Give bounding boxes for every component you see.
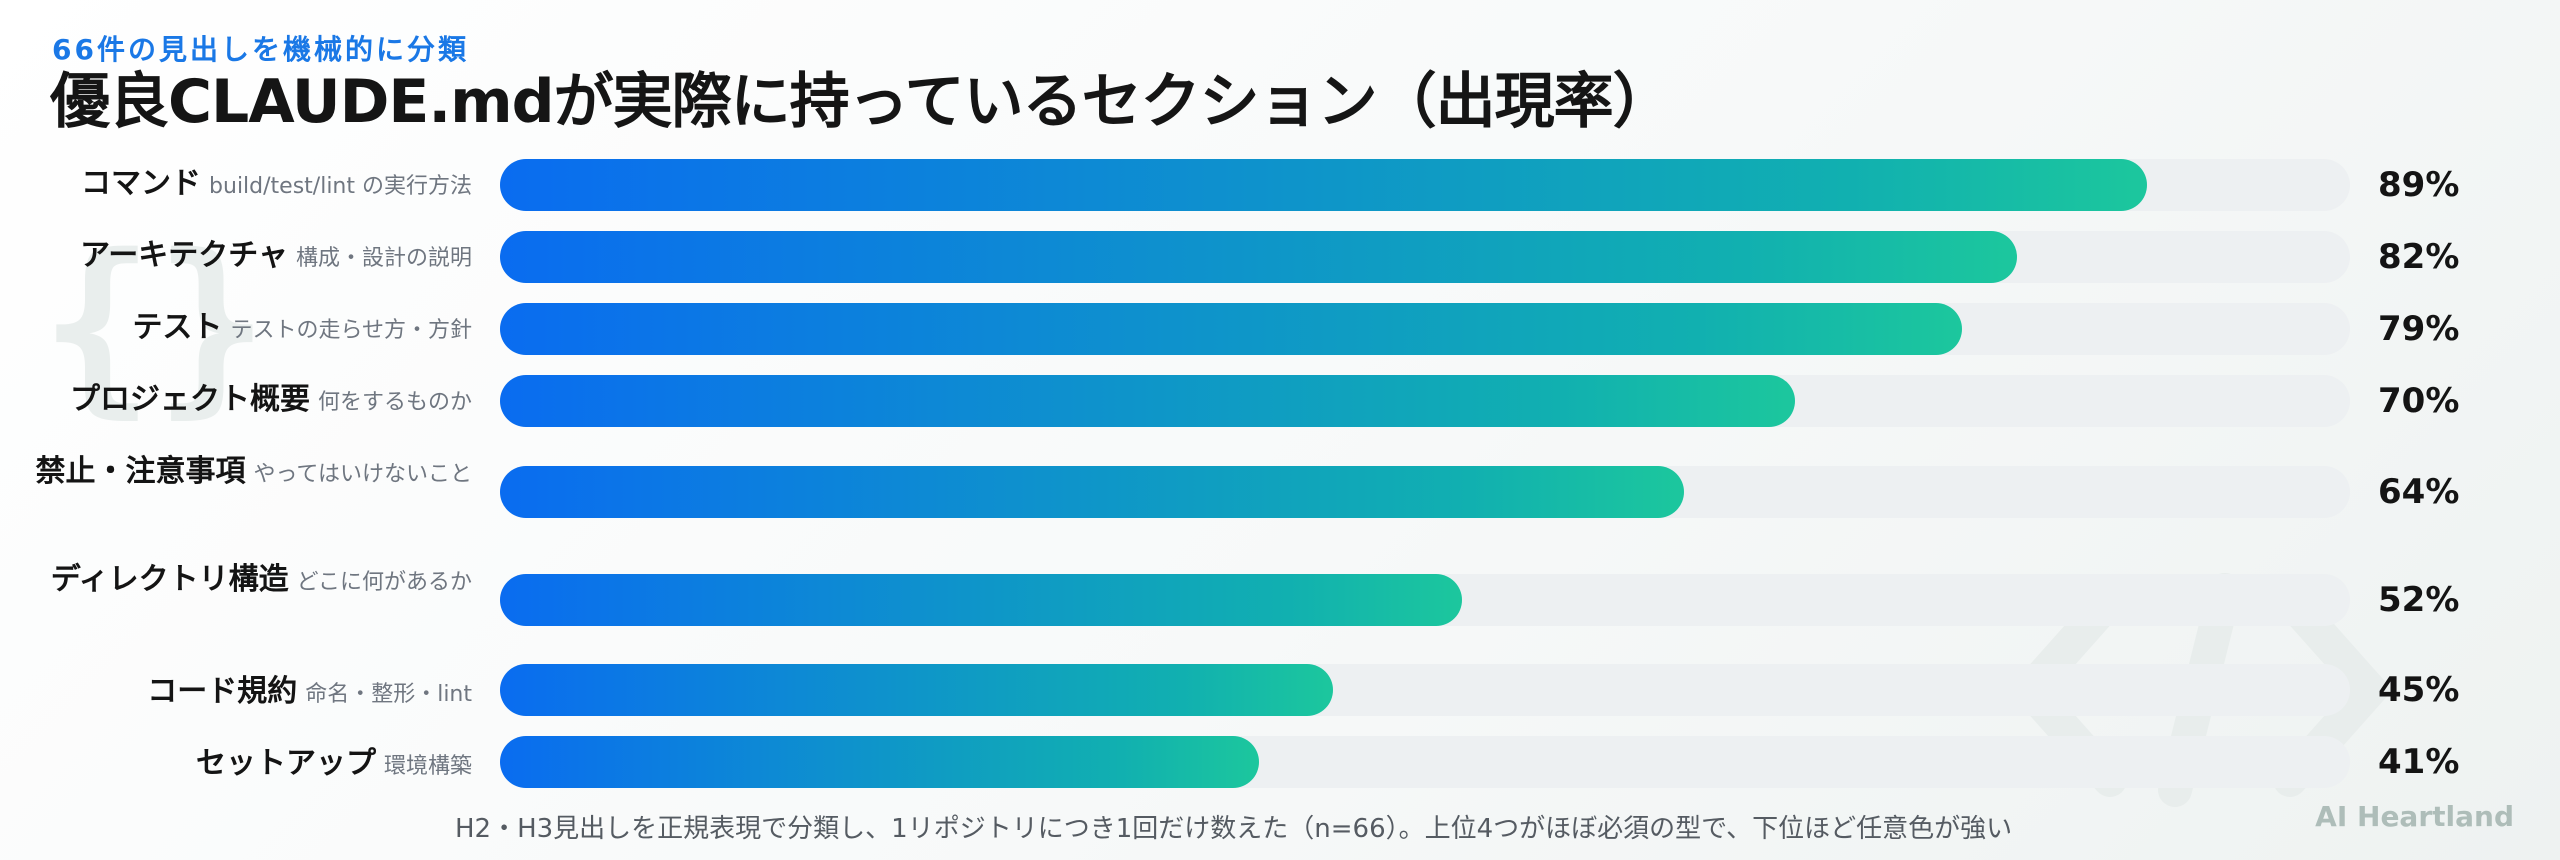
bar — [500, 159, 2147, 211]
category-name: テスト — [132, 310, 223, 345]
bar-track — [500, 159, 2350, 211]
category-label: ディレクトリ構造 どこに何があるか — [32, 558, 472, 606]
category-description: 命名・整形・lint — [305, 682, 472, 707]
data-label: 82% — [2378, 237, 2460, 277]
brand-logo: AI Heartland — [2315, 800, 2514, 833]
category-name: コマンド — [81, 166, 202, 201]
category-label: コード規約 命名・整形・lint — [32, 670, 472, 718]
data-label: 70% — [2378, 381, 2460, 421]
category-label: 禁止・注意事項 やってはいけないこと — [32, 450, 472, 498]
data-label: 41% — [2378, 742, 2460, 782]
category-description: build/test/lint の実行方法 — [209, 174, 472, 199]
bar — [500, 375, 1795, 427]
category-label: テスト テストの走らせ方・方針 — [32, 306, 472, 354]
category-description: どこに何があるか — [296, 570, 472, 595]
category-description: テストの走らせ方・方針 — [230, 318, 472, 343]
bar — [500, 664, 1333, 716]
bar — [500, 574, 1462, 626]
data-label: 52% — [2378, 580, 2460, 620]
category-name: コード規約 — [147, 674, 298, 709]
category-name: プロジェクト概要 — [69, 382, 310, 417]
bar-track — [500, 375, 2350, 427]
category-name: ディレクトリ構造 — [50, 562, 289, 597]
category-name: アーキテクチャ — [80, 238, 288, 273]
category-description: やってはいけないこと — [253, 462, 472, 487]
bar-track — [500, 303, 2350, 355]
bar-track — [500, 574, 2350, 626]
category-label: アーキテクチャ 構成・設計の説明 — [32, 234, 472, 282]
bar — [500, 231, 2017, 283]
category-description: 構成・設計の説明 — [295, 246, 472, 271]
category-label: プロジェクト概要 何をするものか — [32, 378, 472, 426]
footnote: H2・H3見出しを正規表現で分類し、1リポジトリにつき1回だけ数えた（n=66）… — [455, 814, 2013, 844]
bar-track — [500, 736, 2350, 788]
bar — [500, 303, 1962, 355]
category-label: セットアップ 環境構築 — [32, 742, 472, 790]
bar — [500, 466, 1684, 518]
bar — [500, 736, 1259, 788]
category-description: 環境構築 — [383, 754, 472, 779]
category-label: コマンド build/test/lint の実行方法 — [32, 162, 472, 210]
chart-title: 優良CLAUDE.mdが実際に持っているセクション（出現率） — [50, 67, 1673, 137]
bar-track — [500, 231, 2350, 283]
data-label: 45% — [2378, 670, 2460, 710]
data-label: 89% — [2378, 165, 2460, 205]
bar-track — [500, 466, 2350, 518]
bar-track — [500, 664, 2350, 716]
category-name: セットアップ — [195, 746, 376, 781]
category-name: 禁止・注意事項 — [35, 454, 246, 489]
data-label: 79% — [2378, 309, 2460, 349]
kicker-text: 66件の見出しを機械的に分類 — [52, 33, 469, 66]
category-description: 何をするものか — [317, 390, 472, 415]
data-label: 64% — [2378, 472, 2460, 512]
